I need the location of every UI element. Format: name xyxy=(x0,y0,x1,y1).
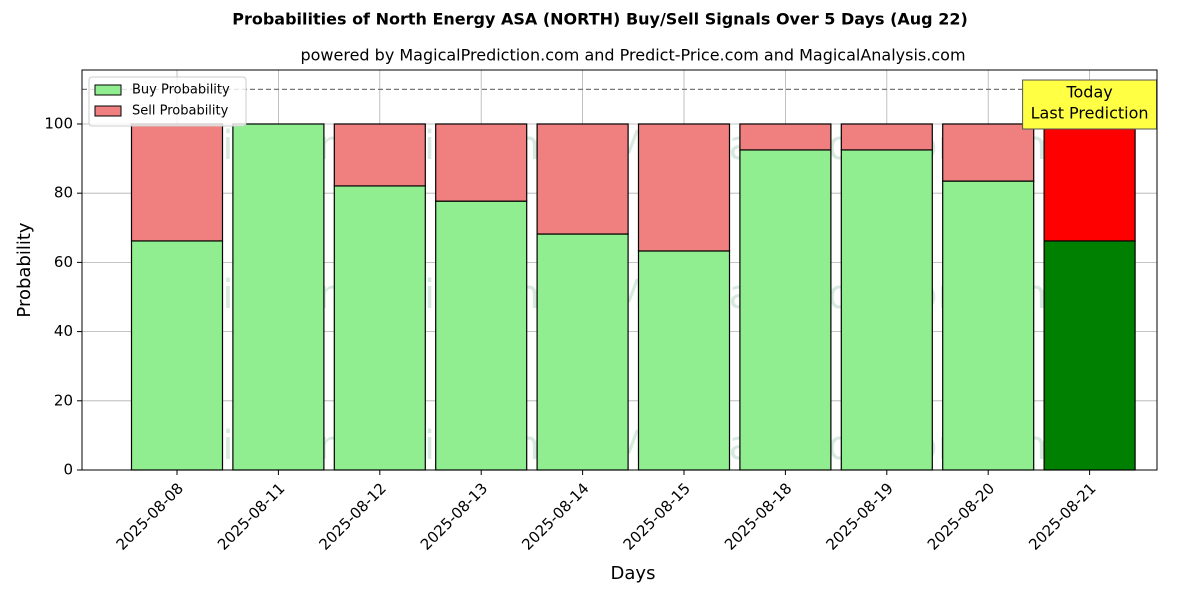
bar-segment xyxy=(435,200,528,471)
annotation-text: Today xyxy=(1065,83,1112,102)
legend-label: Sell Probability xyxy=(132,104,229,119)
chart-subtitle: powered by MagicalPrediction.com and Pre… xyxy=(300,46,965,65)
bar-segment xyxy=(739,149,832,471)
x-tick-label: 2025-08-08 xyxy=(113,479,187,553)
bar-segment xyxy=(130,123,224,242)
x-axis-label: Days xyxy=(611,563,656,584)
chart-title: Probabilities of North Energy ASA (NORTH… xyxy=(232,10,968,29)
bar-segment xyxy=(333,123,426,187)
bar-segment xyxy=(637,123,731,252)
bar-segment xyxy=(536,123,629,235)
y-tick-label: 100 xyxy=(44,114,73,132)
legend-swatch xyxy=(94,105,122,117)
plot-frame xyxy=(81,69,1158,471)
x-tick-label: 2025-08-15 xyxy=(620,479,694,553)
x-tick-label: 2025-08-11 xyxy=(214,479,288,553)
bar-segment xyxy=(637,250,731,471)
y-tick-label: 0 xyxy=(63,461,73,479)
bar-segment xyxy=(942,123,1035,182)
bar-segment xyxy=(942,180,1035,471)
bar-segment xyxy=(739,123,832,151)
legend-label: Buy Probability xyxy=(132,83,230,98)
y-tick-label: 80 xyxy=(54,184,73,202)
bar-segment xyxy=(1043,123,1136,242)
bar-segment xyxy=(1043,240,1136,471)
x-tick-label: 2025-08-12 xyxy=(315,479,389,553)
x-tick-label: 2025-08-14 xyxy=(518,479,592,553)
x-tick-label: 2025-08-13 xyxy=(417,479,491,553)
y-tick-label: 40 xyxy=(54,322,73,340)
legend-box xyxy=(88,76,247,127)
x-tick-label: 2025-08-21 xyxy=(1025,479,1099,553)
x-tick-label: 2025-08-20 xyxy=(924,479,998,553)
annotation-text: Last Prediction xyxy=(1031,104,1149,123)
bar-segment xyxy=(130,240,224,471)
bar-segment xyxy=(536,233,629,471)
bar-segment xyxy=(232,123,325,471)
annotation-box xyxy=(1022,79,1158,130)
bar-segment xyxy=(333,185,426,471)
y-axis-label: Probability xyxy=(14,222,35,317)
bar-segment xyxy=(435,123,528,202)
legend-swatch xyxy=(94,84,122,96)
bar-segment xyxy=(840,149,933,471)
y-tick-label: 60 xyxy=(54,253,73,271)
x-tick-label: 2025-08-18 xyxy=(721,479,795,553)
y-tick-label: 20 xyxy=(54,391,73,409)
x-tick-label: 2025-08-19 xyxy=(822,479,896,553)
bar-segment xyxy=(840,123,933,151)
